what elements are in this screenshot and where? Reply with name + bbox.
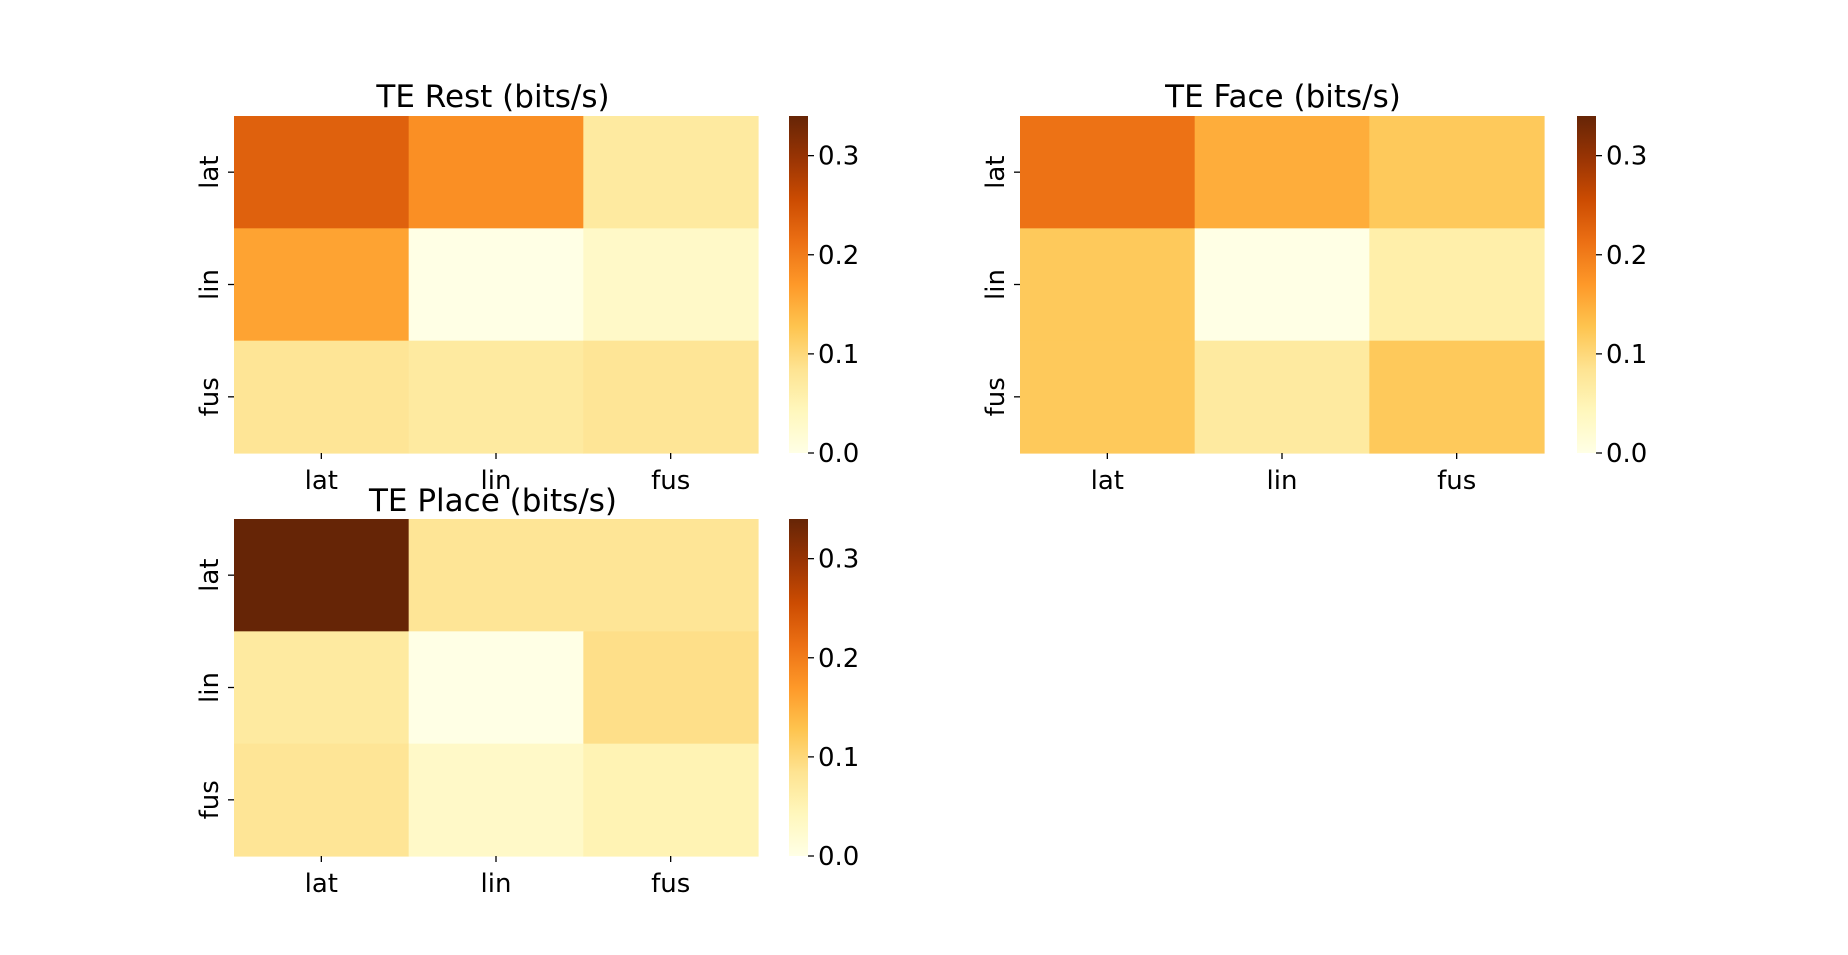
x-tick-label: lin <box>1267 466 1298 496</box>
heatmap-panel-place: TE Place (bits/s) lat lin fus lat lin fus 0.… <box>195 483 859 899</box>
y-tick-label: lin <box>195 672 225 703</box>
y-axis-ticks: lat lin fus <box>195 155 234 416</box>
colorbar-gradient <box>789 116 808 453</box>
colorbar-tick-label: 0.0 <box>1606 439 1647 469</box>
heatmap-cell-lat-fus <box>583 519 759 632</box>
colorbar-tick-label: 0.3 <box>818 545 859 575</box>
heatmap-title: TE Face (bits/s) <box>1164 79 1401 115</box>
x-axis-ticks: lat lin fus <box>305 856 690 899</box>
heatmap-cells <box>1020 116 1545 454</box>
colorbar-tick-label: 0.2 <box>818 241 859 271</box>
colorbar-tick-label: 0.2 <box>1606 241 1647 271</box>
x-tick-label: fus <box>1437 466 1476 496</box>
colorbar-tick-label: 0.0 <box>818 439 859 469</box>
x-tick-label: lat <box>305 869 338 899</box>
heatmap-cell-lin-lin <box>408 228 584 342</box>
y-tick-label: fus <box>195 377 225 416</box>
y-tick-label: lin <box>195 269 225 300</box>
x-tick-label: lin <box>481 466 512 496</box>
y-tick-label: lat <box>195 155 225 188</box>
heatmap-cell-lat-lin <box>1194 116 1370 229</box>
heatmap-title: TE Rest (bits/s) <box>375 79 609 115</box>
heatmap-cell-lin-lin <box>408 631 584 745</box>
y-tick-label: lat <box>195 558 225 591</box>
heatmap-cell-fus-fus <box>1369 340 1545 454</box>
heatmap-cell-fus-lat <box>1020 340 1196 454</box>
heatmap-cell-fus-lin <box>408 743 584 857</box>
heatmap-cell-fus-fus <box>583 743 759 857</box>
colorbar-tick-label: 0.1 <box>1606 340 1647 370</box>
x-tick-label: fus <box>651 869 690 899</box>
heatmap-cell-lin-fus <box>583 631 759 745</box>
colorbar-gradient <box>1577 116 1596 453</box>
heatmap-cell-fus-lat <box>234 743 410 857</box>
heatmap-cell-fus-lin <box>408 340 584 454</box>
colorbar-tick-label: 0.1 <box>818 743 859 773</box>
heatmap-cell-fus-lat <box>234 340 410 454</box>
y-tick-label: fus <box>981 377 1011 416</box>
x-axis-ticks: lat lin fus <box>1091 453 1476 496</box>
x-tick-label: lat <box>1091 466 1124 496</box>
heatmap-cell-lin-fus <box>1369 228 1545 342</box>
heatmap-cells <box>234 519 759 857</box>
colorbar-tick-label: 0.2 <box>818 644 859 674</box>
y-tick-label: fus <box>195 780 225 819</box>
heatmap-cell-lat-fus <box>1369 116 1545 229</box>
heatmap-panel-rest: TE Rest (bits/s) lat lin fus lat lin fus 0.0… <box>195 79 859 496</box>
heatmap-cell-lat-fus <box>583 116 759 229</box>
y-tick-label: lat <box>981 155 1011 188</box>
heatmap-cell-lin-lin <box>1194 228 1370 342</box>
colorbar: 0.0 0.1 0.2 0.3 <box>789 116 859 469</box>
heatmap-cells <box>234 116 759 454</box>
y-axis-ticks: lat lin fus <box>195 558 234 819</box>
colorbar-gradient <box>789 519 808 856</box>
colorbar-tick-label: 0.3 <box>1606 142 1647 172</box>
x-axis-ticks: lat lin fus <box>305 453 690 496</box>
heatmap-cell-fus-lin <box>1194 340 1370 454</box>
colorbar-tick-label: 0.0 <box>818 842 859 872</box>
heatmap-cell-lat-lat <box>234 519 410 632</box>
heatmap-cell-lat-lat <box>1020 116 1196 229</box>
x-tick-label: lin <box>481 869 512 899</box>
heatmap-cell-lin-fus <box>583 228 759 342</box>
colorbar: 0.0 0.1 0.2 0.3 <box>1577 116 1647 469</box>
colorbar-tick-label: 0.3 <box>818 142 859 172</box>
heatmap-cell-lin-lat <box>234 228 410 342</box>
x-tick-label: lat <box>305 466 338 496</box>
heatmap-cell-lat-lin <box>408 116 584 229</box>
colorbar-tick-label: 0.1 <box>818 340 859 370</box>
heatmap-panel-face: TE Face (bits/s) lat lin fus lat lin fus 0.0… <box>981 79 1647 496</box>
colorbar: 0.0 0.1 0.2 0.3 <box>789 519 859 872</box>
heatmap-cell-lat-lin <box>408 519 584 632</box>
y-axis-ticks: lat lin fus <box>981 155 1020 416</box>
heatmap-cell-lat-lat <box>234 116 410 229</box>
y-tick-label: lin <box>981 269 1011 300</box>
heatmap-cell-lin-lat <box>234 631 410 745</box>
heatmap-cell-fus-fus <box>583 340 759 454</box>
x-tick-label: fus <box>651 466 690 496</box>
heatmap-title: TE Place (bits/s) <box>368 483 617 519</box>
heatmap-cell-lin-lat <box>1020 228 1196 342</box>
